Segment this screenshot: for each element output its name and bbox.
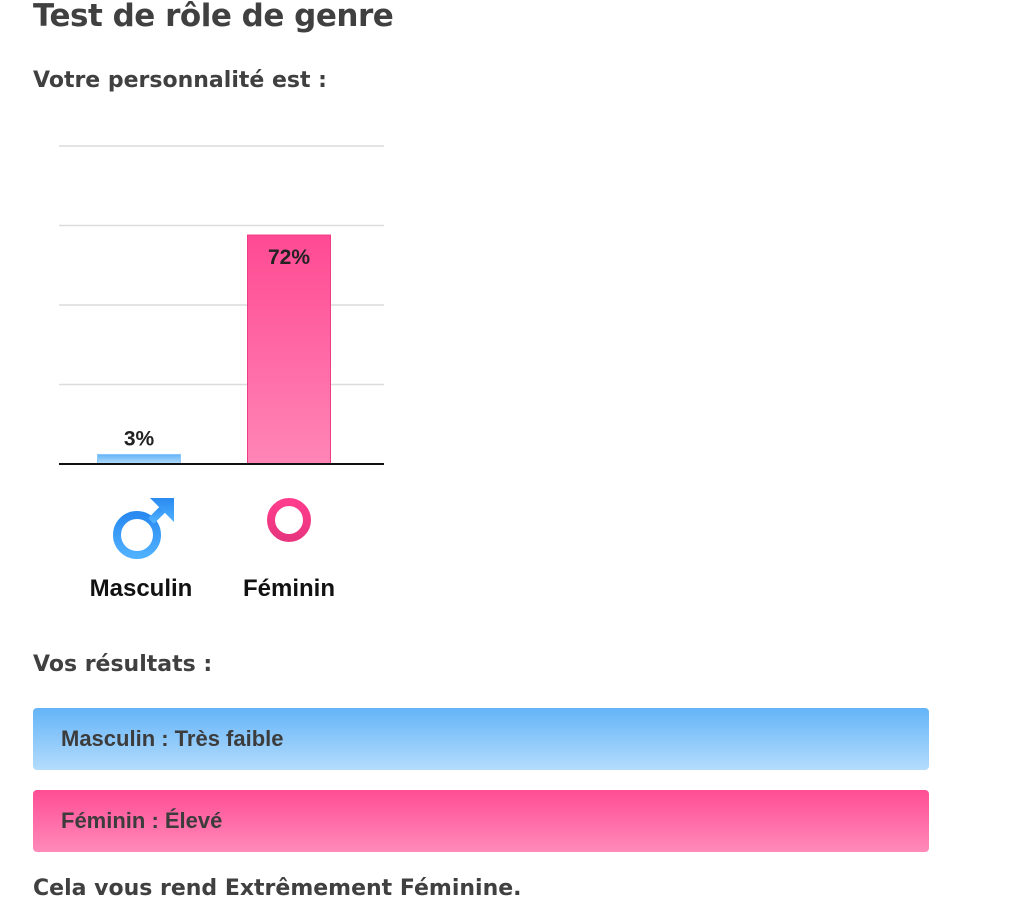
bar-masculin xyxy=(97,453,181,465)
page-title: Test de rôle de genre xyxy=(33,0,394,34)
result-bar-feminin: Féminin : Élevé xyxy=(33,790,929,852)
value-label-feminin: 72% xyxy=(268,246,310,269)
female-symbol-icon xyxy=(267,498,311,560)
conclusion-text: Cela vous rend Extrêmement Féminine. xyxy=(33,876,522,901)
chart-gridlines xyxy=(59,145,384,386)
result-label-masculin: Masculin : Très faible xyxy=(61,726,284,751)
personality-subtitle: Votre personnalité est : xyxy=(33,68,327,93)
category-label-feminin: Féminin xyxy=(243,575,335,602)
result-bar-masculin: Masculin : Très faible xyxy=(33,708,929,770)
result-label-feminin: Féminin : Élevé xyxy=(61,808,223,833)
chart-bars: 3% 72% xyxy=(97,234,331,465)
gender-bar-chart: 3% 72% Masculin Féminin xyxy=(59,145,384,602)
results-title: Vos résultats : xyxy=(33,652,213,677)
value-label-masculin: 3% xyxy=(124,427,155,450)
category-label-masculin: Masculin xyxy=(90,575,193,602)
male-symbol-icon xyxy=(113,498,174,559)
bar-feminin xyxy=(247,234,331,465)
